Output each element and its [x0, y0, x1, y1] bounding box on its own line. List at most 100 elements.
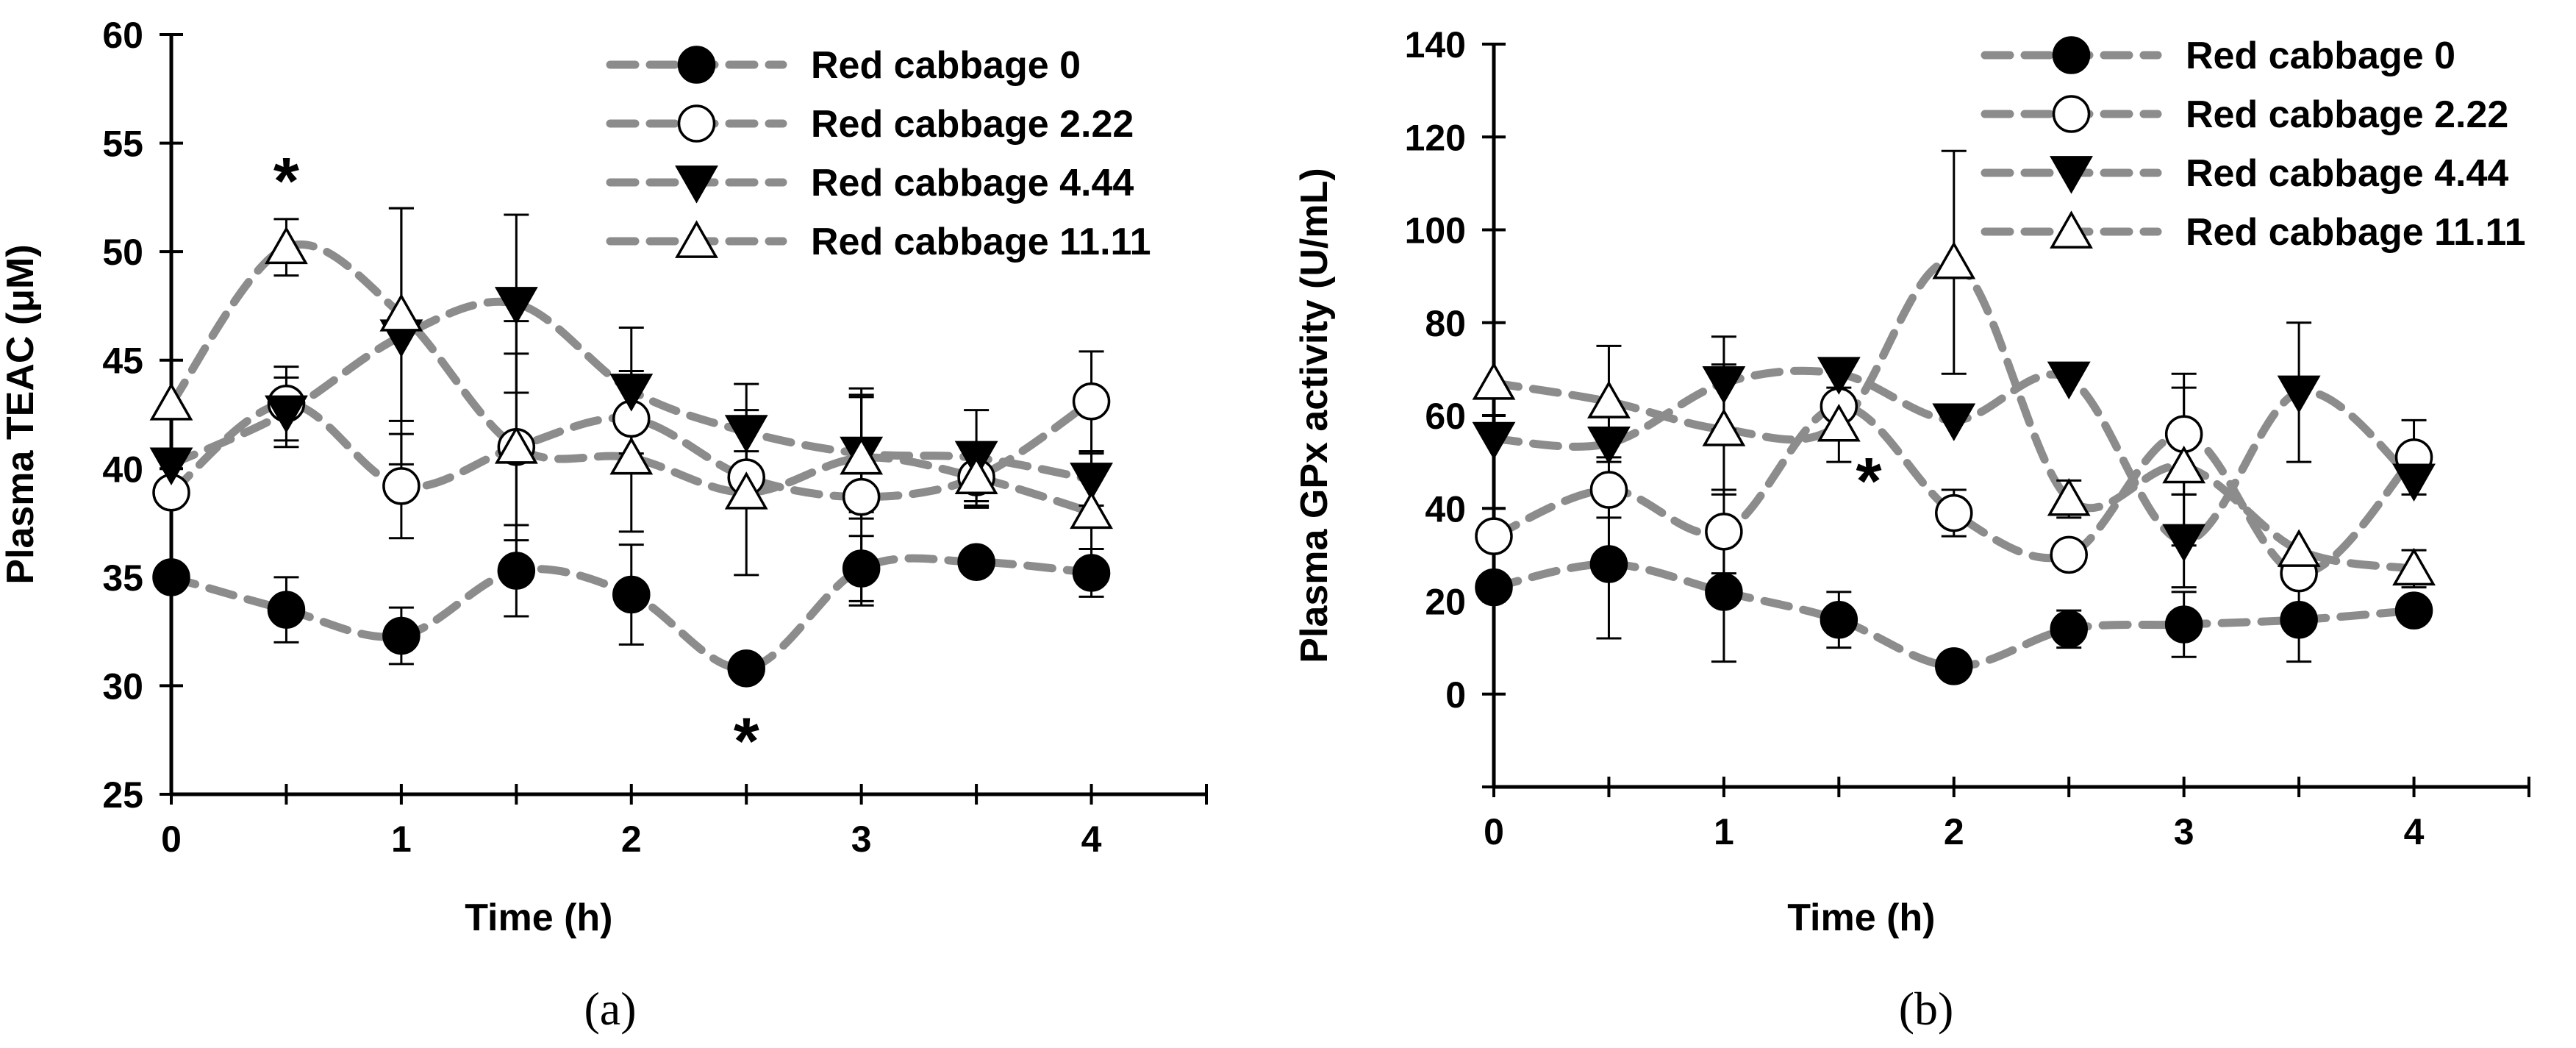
- data-point-red-cabbage-11-11: [724, 471, 768, 510]
- legend: Red cabbage 0 Red cabbage 2.22 Red cabbage…: [1981, 35, 2526, 254]
- legend-marker: [675, 220, 718, 258]
- data-point-red-cabbage-4-44: [609, 374, 654, 412]
- legend-marker: [2050, 156, 2093, 194]
- data-point-red-cabbage-11-11: [2162, 445, 2206, 484]
- data-point-red-cabbage-2-22: [1475, 517, 1513, 555]
- y-tick-label: 25: [102, 774, 143, 816]
- x-tick-label: 3: [851, 819, 872, 860]
- y-tick-label: 60: [102, 15, 143, 56]
- data-point-red-cabbage-0: [957, 543, 995, 581]
- significance-star: *: [1856, 445, 1881, 518]
- y-tick-label: 140: [1405, 24, 1466, 65]
- data-point-red-cabbage-0: [267, 591, 306, 629]
- data-point-red-cabbage-11-11: [1702, 408, 1746, 446]
- legend-label: Red cabbage 11.11: [2186, 211, 2526, 254]
- x-tick-label: 4: [2404, 811, 2425, 852]
- y-tick-label: 100: [1405, 210, 1466, 252]
- data-point-red-cabbage-11-11: [265, 226, 308, 265]
- y-tick-label: 40: [1425, 488, 1466, 530]
- x-tick-label: 3: [2174, 811, 2194, 852]
- data-point-red-cabbage-2-22: [2050, 535, 2088, 574]
- data-point-red-cabbage-11-11: [1472, 362, 1516, 400]
- x-axis-title: Time (h): [1787, 896, 1935, 939]
- x-tick-label: 0: [1484, 811, 1504, 852]
- y-tick-label: 60: [1425, 396, 1466, 437]
- data-point-red-cabbage-0: [727, 649, 765, 688]
- series-line-red-cabbage-11-11: [167, 240, 1096, 516]
- data-point-red-cabbage-4-44: [149, 447, 193, 485]
- data-point-red-cabbage-11-11: [2392, 547, 2436, 586]
- data-point-red-cabbage-4-44: [2392, 463, 2436, 502]
- significance-star: *: [273, 145, 299, 218]
- legend-marker: [675, 165, 718, 204]
- y-tick-label: 55: [102, 124, 143, 165]
- data-point-red-cabbage-2-22: [1589, 471, 1628, 509]
- legend-label: Red cabbage 11.11: [811, 221, 1151, 263]
- data-point-red-cabbage-0: [1705, 573, 1743, 611]
- data-point-red-cabbage-4-44: [1587, 427, 1631, 465]
- legend-label: Red cabbage 4.44: [811, 162, 1134, 204]
- data-point-red-cabbage-11-11: [2047, 478, 2091, 516]
- data-point-red-cabbage-4-44: [2047, 361, 2091, 400]
- caption-panel-a: (a): [584, 983, 636, 1035]
- caption-panel-b: (b): [1899, 983, 1954, 1035]
- data-point-red-cabbage-2-22: [382, 467, 421, 505]
- data-point-red-cabbage-11-11: [379, 293, 423, 332]
- data-point-red-cabbage-2-22: [1705, 513, 1743, 551]
- significance-star: *: [734, 705, 759, 778]
- data-point-red-cabbage-0: [2280, 601, 2318, 639]
- data-point-red-cabbage-11-11: [2277, 529, 2321, 567]
- data-point-red-cabbage-11-11: [954, 456, 998, 494]
- data-point-red-cabbage-4-44: [1472, 421, 1516, 460]
- legend-label: Red cabbage 4.44: [2186, 152, 2508, 195]
- chart-panel-a: 25 30 35 40 45 50 55 60 0 1 2 3 4 Time (h) Plasma TEAC…: [0, 15, 1208, 939]
- data-point-red-cabbage-11-11: [1587, 380, 1631, 418]
- legend: Red cabbage 0 Red cabbage 2.22 Red cabbage…: [606, 44, 1151, 263]
- y-tick-label: 80: [1425, 303, 1466, 344]
- data-point-red-cabbage-4-44: [1817, 357, 1861, 395]
- series-line-red-cabbage-2-22: [1489, 402, 2419, 578]
- data-point-red-cabbage-4-44: [1932, 403, 1976, 441]
- legend-marker: [2050, 210, 2093, 249]
- data-point-red-cabbage-4-44: [1702, 366, 1746, 404]
- legend-label: Red cabbage 0: [811, 44, 1081, 87]
- x-tick-label: 1: [391, 819, 412, 860]
- data-point-red-cabbage-2-22: [842, 477, 881, 516]
- x-tick-label: 4: [1081, 819, 1102, 860]
- data-point-red-cabbage-4-44: [2277, 375, 2321, 414]
- x-tick-label: 2: [621, 819, 642, 860]
- data-point-red-cabbage-11-11: [609, 436, 654, 475]
- data-point-red-cabbage-4-44: [1070, 463, 1113, 501]
- data-point-red-cabbage-2-22: [1935, 493, 1973, 532]
- data-point-red-cabbage-0: [382, 616, 421, 655]
- data-point-red-cabbage-11-11: [1817, 404, 1861, 442]
- data-point-red-cabbage-0: [1935, 647, 1973, 685]
- data-point-red-cabbage-0: [152, 558, 190, 596]
- y-tick-label: 45: [102, 341, 143, 382]
- data-point-red-cabbage-0: [842, 549, 881, 588]
- data-point-red-cabbage-0: [2394, 591, 2433, 630]
- y-tick-label: 35: [102, 557, 143, 599]
- legend-marker: [677, 104, 716, 143]
- data-point-red-cabbage-11-11: [840, 436, 884, 475]
- data-point-red-cabbage-0: [2050, 610, 2088, 649]
- data-point-red-cabbage-0: [1072, 554, 1111, 592]
- data-point-red-cabbage-11-11: [1070, 491, 1113, 530]
- legend-marker: [2052, 95, 2091, 133]
- y-tick-label: 50: [102, 232, 143, 273]
- x-tick-label: 1: [1714, 811, 1734, 852]
- legend-label: Red cabbage 0: [2186, 35, 2455, 77]
- x-axis-title: Time (h): [465, 896, 612, 939]
- y-tick-label: 40: [102, 449, 143, 490]
- chart-panel-b: 0 20 40 60 80 100 120 140 0 1 2 3 4 Time (h) Plasma GP…: [1293, 24, 2530, 939]
- data-point-red-cabbage-2-22: [1072, 382, 1111, 421]
- data-point-red-cabbage-0: [612, 575, 651, 614]
- data-point-red-cabbage-0: [1475, 568, 1513, 607]
- legend-marker: [2052, 36, 2091, 74]
- y-tick-label: 0: [1445, 674, 1466, 716]
- legend-label: Red cabbage 2.22: [2186, 93, 2508, 136]
- x-tick-label: 2: [1944, 811, 1964, 852]
- y-tick-label: 30: [102, 666, 143, 707]
- data-point-red-cabbage-0: [497, 552, 536, 590]
- data-point-red-cabbage-11-11: [494, 426, 538, 464]
